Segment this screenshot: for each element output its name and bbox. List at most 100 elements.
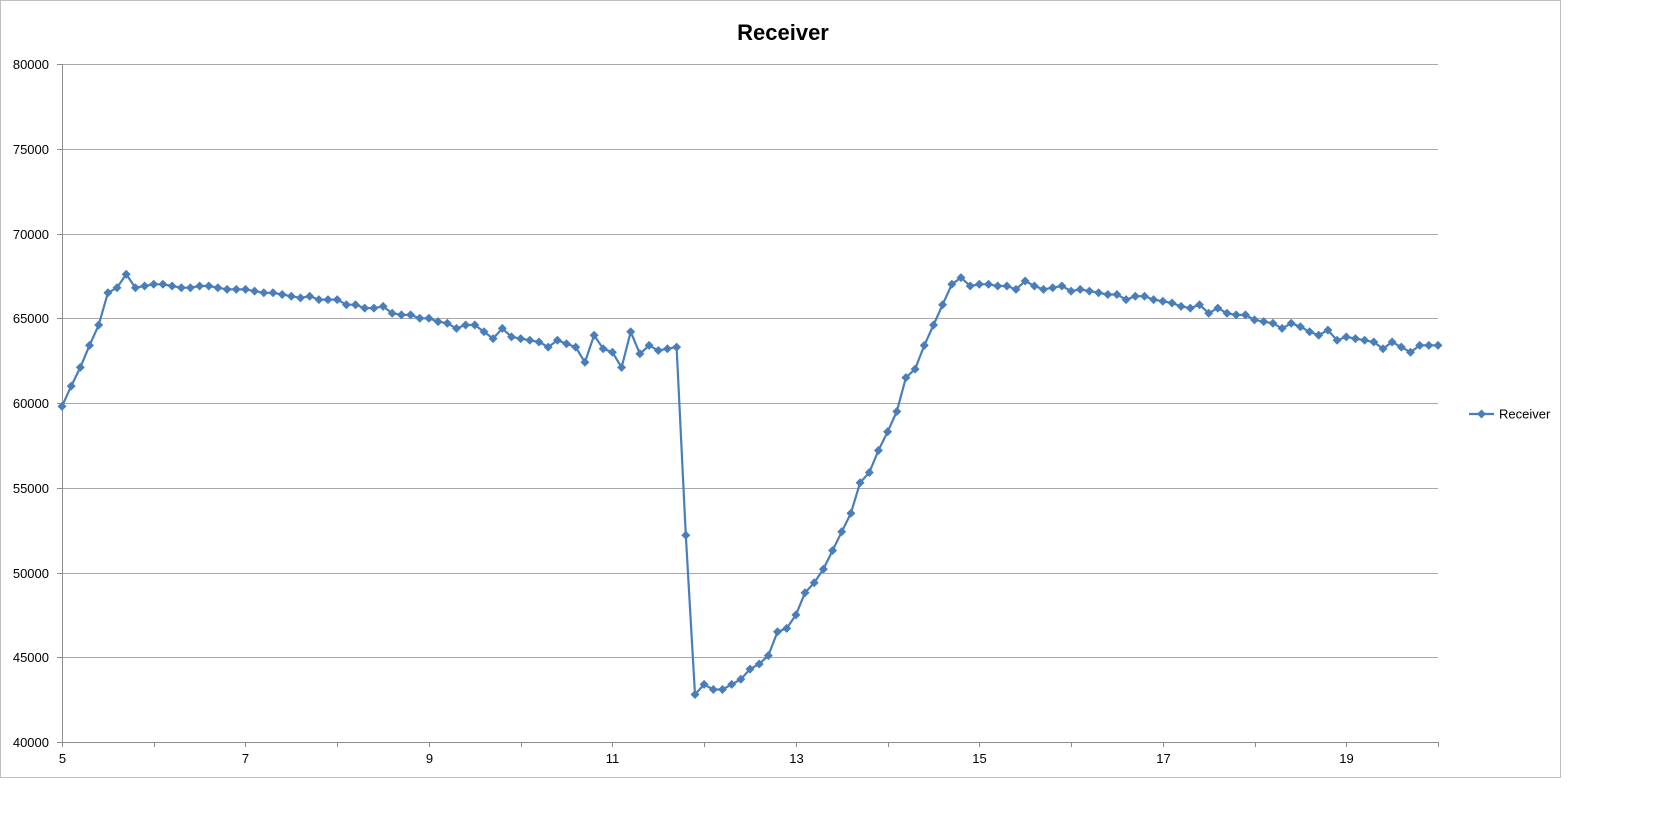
data-point	[57, 401, 67, 411]
data-point	[1424, 340, 1434, 350]
data-point	[534, 337, 544, 347]
data-point	[222, 284, 232, 294]
data-point	[452, 323, 461, 333]
data-point	[828, 546, 838, 555]
data-point	[718, 685, 727, 694]
data-point	[1112, 290, 1122, 299]
y-tick-label: 45000	[13, 650, 49, 665]
data-point	[754, 659, 764, 669]
x-tick-label: 17	[1156, 751, 1170, 766]
data-point	[158, 279, 168, 289]
y-tick-label: 55000	[13, 481, 49, 496]
data-point	[305, 291, 315, 301]
data-point	[1350, 334, 1360, 344]
data-point	[268, 288, 278, 298]
data-point	[662, 344, 672, 354]
data-point	[259, 288, 269, 298]
data-point	[1268, 318, 1278, 328]
data-point	[773, 627, 782, 637]
data-point	[1121, 295, 1131, 305]
data-point	[1277, 323, 1287, 333]
y-tick-label: 60000	[13, 396, 49, 411]
data-point	[635, 349, 645, 359]
data-point	[1195, 300, 1204, 310]
data-point	[681, 530, 691, 540]
x-tick-label: 9	[426, 751, 433, 766]
data-point	[1240, 310, 1250, 320]
data-point	[1286, 318, 1296, 328]
data-point	[873, 446, 883, 455]
data-point	[277, 290, 287, 299]
data-point	[332, 295, 342, 305]
data-point	[1378, 344, 1388, 354]
data-point	[1433, 340, 1443, 350]
data-point	[1094, 288, 1104, 298]
data-point	[562, 339, 571, 349]
data-point	[1204, 308, 1214, 318]
data-point	[690, 690, 700, 699]
data-point	[883, 427, 893, 437]
data-point	[85, 340, 94, 350]
data-point	[369, 303, 379, 313]
data-point	[497, 323, 507, 333]
data-point	[231, 284, 241, 294]
data-point	[598, 344, 608, 354]
data-point	[387, 308, 397, 318]
data-point	[1149, 295, 1159, 305]
data-point	[378, 301, 388, 311]
data-point	[1057, 281, 1067, 291]
data-point	[956, 273, 966, 283]
data-point	[341, 300, 351, 310]
data-point	[837, 527, 847, 537]
data-point	[94, 320, 104, 330]
data-point	[892, 407, 902, 416]
data-point	[1066, 286, 1076, 296]
legend-label-receiver: Receiver	[1499, 407, 1551, 422]
data-point	[984, 279, 993, 289]
data-point	[672, 342, 682, 352]
data-point	[782, 623, 792, 633]
y-tick-label: 80000	[13, 57, 49, 72]
x-tick-label: 11	[606, 751, 620, 766]
y-tick-label: 75000	[13, 142, 49, 157]
data-point	[351, 300, 360, 310]
data-point	[433, 317, 443, 327]
x-tick-label: 15	[972, 751, 986, 766]
data-point	[479, 327, 489, 337]
grid-lines	[57, 64, 1438, 743]
data-point	[424, 313, 434, 323]
data-point	[167, 281, 177, 291]
data-point	[910, 364, 920, 374]
data-point	[516, 334, 526, 344]
data-point	[800, 588, 810, 598]
x-tick-label: 5	[59, 751, 66, 766]
data-point	[1369, 337, 1379, 347]
data-point	[1020, 276, 1030, 286]
data-point	[552, 335, 562, 345]
x-tick-label: 7	[242, 751, 249, 766]
data-point	[149, 279, 159, 289]
data-point	[745, 664, 755, 674]
series-line-receiver	[60, 273, 1438, 696]
x-tick-label: 13	[789, 751, 803, 766]
data-point	[1167, 298, 1177, 308]
data-point	[1332, 335, 1342, 345]
data-point	[938, 300, 948, 310]
data-point	[1231, 310, 1241, 320]
data-point	[1323, 325, 1333, 335]
data-point	[66, 381, 76, 391]
data-point	[589, 330, 599, 340]
y-tick-label: 70000	[13, 227, 49, 242]
data-point	[461, 320, 471, 330]
data-point	[1222, 308, 1232, 318]
data-point	[809, 578, 819, 588]
data-point	[406, 310, 416, 320]
data-point	[1360, 335, 1370, 345]
data-point	[653, 346, 663, 355]
data-point	[947, 279, 957, 289]
y-axis-tick-labels: 40000 45000 50000 55000 60000 65000 70000 75000…	[13, 57, 49, 750]
data-point	[626, 327, 636, 337]
data-point	[250, 286, 260, 296]
data-point	[195, 281, 205, 291]
data-point	[1314, 330, 1324, 340]
